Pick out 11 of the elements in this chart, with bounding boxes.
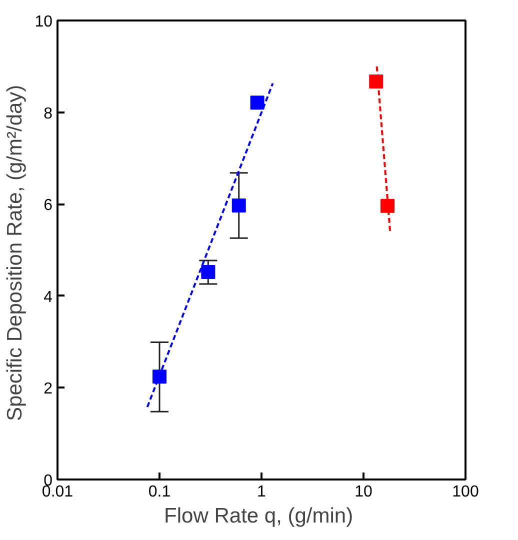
y-tick-label: 6 [44,197,53,214]
x-tick-label: 100 [452,484,479,500]
x-tick-label: 0.1 [148,484,171,500]
y-tick-label: 4 [44,288,53,306]
y-tick-label: 8 [44,105,53,122]
y-tick-label: 2 [44,380,53,398]
y-tick-label: 10 [34,14,53,30]
x-axis-title: Flow Rate q, (g/min) [164,504,354,528]
x-tick-label: 1 [257,484,266,500]
x-tick-label: 10 [354,484,372,500]
y-axis-title: Specific Deposition Rate, (g/m²/day) [4,84,27,421]
